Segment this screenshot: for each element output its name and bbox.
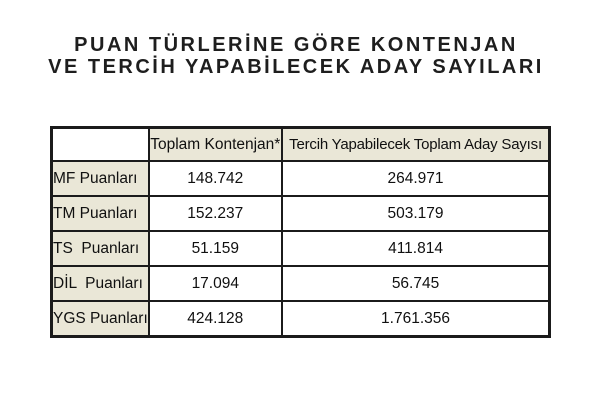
mf-aday-value: 264.971: [280, 160, 551, 197]
table-row-ts: TS Puanları 51.159 411.814: [50, 230, 551, 267]
dil-aday-value: 56.745: [280, 265, 551, 302]
row-label-ygs: YGS Puanları: [50, 300, 150, 338]
ygs-aday-value: 1.761.356: [280, 300, 551, 338]
row-label-tm: TM Puanları: [50, 195, 150, 232]
ts-kontenjan-value: 51.159: [147, 230, 283, 267]
table-header-row: Toplam Kontenjan* Tercih Yapabilecek Top…: [51, 126, 551, 162]
row-label-mf: MF Puanları: [50, 160, 150, 197]
dil-kontenjan-value: 17.094: [147, 265, 283, 302]
table-row-ygs: YGS Puanları 424.128 1.761.356: [50, 300, 551, 338]
kontenjan-table: Toplam Kontenjan* Tercih Yapabilecek Top…: [50, 126, 552, 338]
table-row-tm: TM Puanları 152.237 503.179: [50, 195, 551, 232]
page-title: PUAN TÜRLERİNE GÖRE KONTENJAN VE TERCİH …: [0, 34, 592, 78]
column-header-toplam-kontenjan: Toplam Kontenjan*: [147, 126, 283, 162]
empty-corner-cell: [51, 127, 150, 162]
tm-kontenjan-value: 152.237: [147, 195, 283, 232]
page-title-line1: PUAN TÜRLERİNE GÖRE KONTENJAN: [74, 34, 518, 56]
mf-kontenjan-value: 148.742: [147, 160, 283, 197]
table-row-mf: MF Puanları 148.742 264.971: [50, 160, 551, 197]
row-label-ts: TS Puanları: [50, 230, 150, 267]
ygs-kontenjan-value: 424.128: [147, 300, 283, 338]
table-row-dil: DİL Puanları 17.094 56.745: [50, 265, 551, 302]
page-title-line2: VE TERCİH YAPABİLECEK ADAY SAYILARI: [48, 56, 544, 78]
row-label-dil: DİL Puanları: [50, 265, 150, 302]
ts-aday-value: 411.814: [280, 230, 551, 267]
column-header-aday-sayisi: Tercih Yapabilecek Toplam Aday Sayısı: [280, 126, 551, 162]
tm-aday-value: 503.179: [280, 195, 551, 232]
